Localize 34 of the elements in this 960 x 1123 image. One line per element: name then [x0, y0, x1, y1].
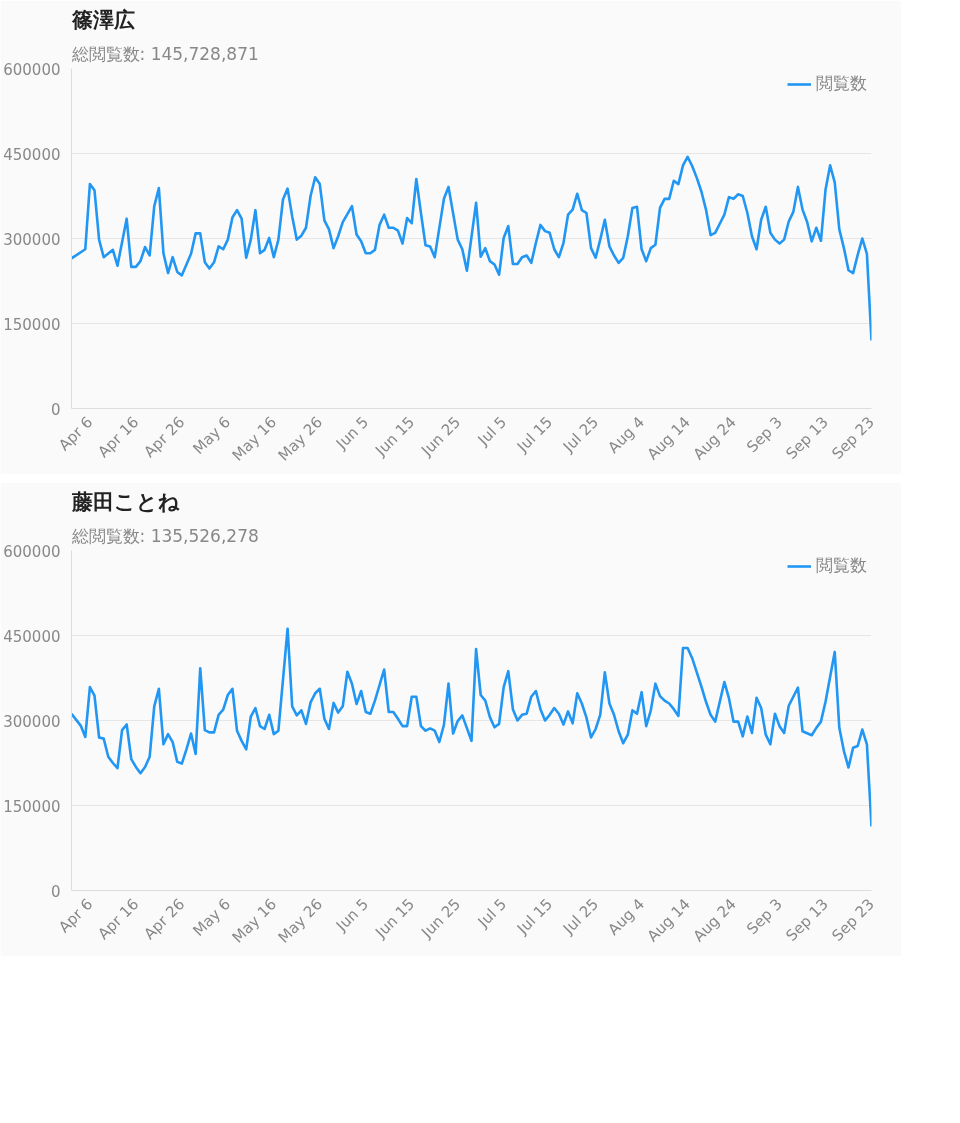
y-tick-label: 150000 — [3, 797, 61, 816]
y-tick-label: 300000 — [3, 230, 61, 249]
x-tick-label: Jun 15 — [371, 895, 419, 943]
x-tick-label: Jun 25 — [417, 895, 465, 943]
x-tick-label: Jun 5 — [331, 413, 373, 454]
x-tick-label: Jul 25 — [558, 895, 602, 939]
legend-label: 閲覧数 — [816, 72, 867, 95]
chart-title: 篠澤広 — [70, 7, 135, 32]
y-tick-label: 600000 — [3, 542, 61, 561]
x-tick-label: Jul 15 — [512, 895, 557, 939]
x-tick-label: Jun 25 — [417, 413, 465, 461]
x-tick-label: Jun 5 — [331, 895, 373, 936]
chart-title: 藤田ことね — [70, 489, 180, 514]
x-tick-label: Apr 16 — [94, 895, 143, 944]
y-tick-label: 600000 — [3, 60, 61, 79]
x-tick-label: Apr 16 — [94, 413, 143, 462]
y-tick-label: 450000 — [3, 627, 61, 646]
x-tick-label: Apr 26 — [140, 413, 189, 462]
x-tick-label: Jul 5 — [473, 895, 511, 932]
y-tick-label: 150000 — [3, 315, 61, 334]
y-tick-label: 0 — [50, 400, 61, 419]
y-tick-label: 0 — [50, 882, 61, 901]
x-tick-label: Jul 15 — [512, 413, 557, 457]
x-tick-label: Jul 5 — [473, 413, 511, 450]
line-series — [71, 155, 872, 342]
y-tick-label: 450000 — [3, 145, 61, 164]
y-tick-label: 300000 — [3, 712, 61, 731]
chart-subtitle: 総閲覧数: 135,526,278 — [70, 525, 259, 546]
line-series — [71, 627, 872, 828]
legend-label: 閲覧数 — [816, 554, 867, 577]
chart-subtitle: 総閲覧数: 145,728,871 — [70, 43, 259, 64]
x-tick-label: Jun 15 — [371, 413, 419, 461]
x-tick-label: Apr 26 — [140, 895, 189, 944]
x-tick-label: Jul 25 — [558, 413, 602, 457]
